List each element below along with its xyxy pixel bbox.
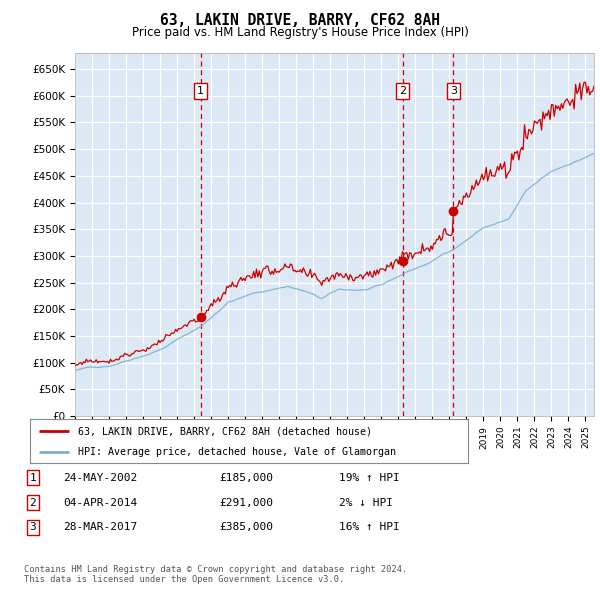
Text: £385,000: £385,000	[219, 523, 273, 532]
Text: 04-APR-2014: 04-APR-2014	[63, 498, 137, 507]
Text: 2: 2	[399, 86, 406, 96]
Text: 1: 1	[29, 473, 37, 483]
Text: 3: 3	[29, 523, 37, 532]
Text: £291,000: £291,000	[219, 498, 273, 507]
Text: 16% ↑ HPI: 16% ↑ HPI	[339, 523, 400, 532]
Text: £185,000: £185,000	[219, 473, 273, 483]
Text: Contains HM Land Registry data © Crown copyright and database right 2024.
This d: Contains HM Land Registry data © Crown c…	[24, 565, 407, 584]
Text: Price paid vs. HM Land Registry's House Price Index (HPI): Price paid vs. HM Land Registry's House …	[131, 26, 469, 39]
Text: 1: 1	[197, 86, 204, 96]
Text: 28-MAR-2017: 28-MAR-2017	[63, 523, 137, 532]
Text: HPI: Average price, detached house, Vale of Glamorgan: HPI: Average price, detached house, Vale…	[78, 447, 396, 457]
Text: 3: 3	[450, 86, 457, 96]
Text: 19% ↑ HPI: 19% ↑ HPI	[339, 473, 400, 483]
Text: 24-MAY-2002: 24-MAY-2002	[63, 473, 137, 483]
Text: 2: 2	[29, 498, 37, 507]
Text: 63, LAKIN DRIVE, BARRY, CF62 8AH: 63, LAKIN DRIVE, BARRY, CF62 8AH	[160, 13, 440, 28]
Text: 2% ↓ HPI: 2% ↓ HPI	[339, 498, 393, 507]
Text: 63, LAKIN DRIVE, BARRY, CF62 8AH (detached house): 63, LAKIN DRIVE, BARRY, CF62 8AH (detach…	[78, 427, 372, 436]
